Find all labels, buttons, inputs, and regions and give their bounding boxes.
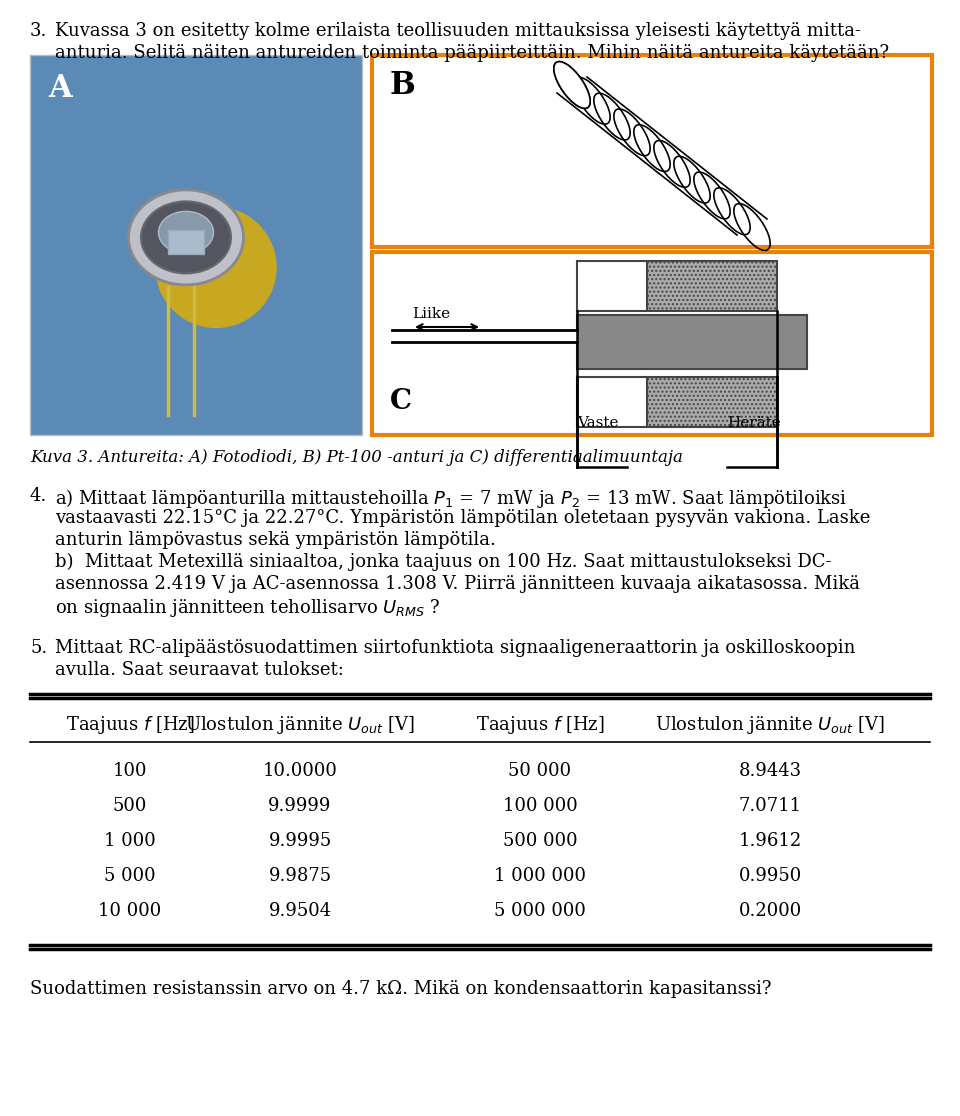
Bar (577, 315, 807, 368)
Text: A: A (48, 73, 72, 104)
Text: Kuva 3. Antureita: A) Fotodiodi, B) Pt-100 -anturi ja C) differentiaalimuuntaja: Kuva 3. Antureita: A) Fotodiodi, B) Pt-1… (30, 449, 683, 466)
Text: 10.0000: 10.0000 (263, 762, 337, 780)
Text: 1 000 000: 1 000 000 (494, 867, 586, 885)
Text: 5.: 5. (30, 639, 47, 657)
Text: 5 000 000: 5 000 000 (494, 902, 586, 920)
Text: 0.9950: 0.9950 (738, 867, 802, 885)
Text: 100 000: 100 000 (503, 797, 577, 815)
Text: Suodattimen resistanssin arvo on 4.7 kΩ. Mikä on kondensaattorin kapasitanssi?: Suodattimen resistanssin arvo on 4.7 kΩ.… (30, 980, 772, 998)
Text: Mittaat RC-alipäästösuodattimen siirtofunktiota signaaligeneraattorin ja oskillo: Mittaat RC-alipäästösuodattimen siirtofu… (55, 639, 855, 657)
Text: 5 000: 5 000 (105, 867, 156, 885)
Text: Taajuus $f$ [Hz]: Taajuus $f$ [Hz] (475, 714, 605, 735)
Text: b)  Mittaat Metexillä siniaaltoa, jonka taajuus on 100 Hz. Saat mittaustulokseks: b) Mittaat Metexillä siniaaltoa, jonka t… (55, 554, 831, 571)
Text: 500 000: 500 000 (503, 833, 577, 850)
Bar (372, 252, 932, 435)
Text: 100: 100 (112, 762, 147, 780)
Text: 0.2000: 0.2000 (738, 902, 802, 920)
Text: anturia. Selitä näiten antureiden toiminta pääpiirteittäin. Mihin näitä antureit: anturia. Selitä näiten antureiden toimin… (55, 44, 889, 62)
Text: 8.9443: 8.9443 (738, 762, 802, 780)
Text: vastaavasti 22.15°C ja 22.27°C. Ympäristön lämpötilan oletetaan pysyvän vakiona.: vastaavasti 22.15°C ja 22.27°C. Ympärist… (55, 509, 871, 527)
Text: 9.9504: 9.9504 (269, 902, 331, 920)
Bar (30, 55, 362, 435)
Text: Vaste: Vaste (577, 416, 618, 430)
Text: 500: 500 (113, 797, 147, 815)
Circle shape (156, 208, 276, 327)
Ellipse shape (141, 201, 231, 273)
Text: on signaalin jännitteen tehollisarvo $U_{RMS}$ ?: on signaalin jännitteen tehollisarvo $U_… (55, 597, 441, 619)
Text: Liike: Liike (412, 307, 450, 321)
Text: 9.9995: 9.9995 (269, 833, 331, 850)
Bar (577, 376, 647, 426)
Bar (647, 260, 777, 310)
Text: a) Mittaat lämpöanturilla mittaustehoilla $P_1$ = 7 mW ja $P_2$ = 13 mW. Saat lä: a) Mittaat lämpöanturilla mittaustehoill… (55, 487, 848, 510)
Ellipse shape (158, 211, 213, 253)
Text: Heräte: Heräte (727, 416, 780, 430)
Text: 1.9612: 1.9612 (738, 833, 802, 850)
Text: 1 000: 1 000 (104, 833, 156, 850)
Bar (168, 230, 204, 254)
Bar (372, 55, 932, 247)
Ellipse shape (129, 190, 244, 285)
Text: 7.0711: 7.0711 (738, 797, 802, 815)
Text: B: B (390, 70, 416, 102)
Ellipse shape (554, 61, 590, 108)
Text: avulla. Saat seuraavat tulokset:: avulla. Saat seuraavat tulokset: (55, 661, 344, 679)
Text: 9.9999: 9.9999 (268, 797, 332, 815)
Text: Kuvassa 3 on esitetty kolme erilaista teollisuuden mittauksissa yleisesti käytet: Kuvassa 3 on esitetty kolme erilaista te… (55, 22, 861, 40)
Text: Ulostulon jännite $U_{out}$ [V]: Ulostulon jännite $U_{out}$ [V] (655, 714, 885, 735)
Text: C: C (390, 388, 412, 415)
Bar (647, 376, 777, 426)
Bar (392, 329, 577, 341)
Bar (577, 260, 647, 310)
Text: 50 000: 50 000 (509, 762, 571, 780)
Text: Taajuus $f$ [Hz]: Taajuus $f$ [Hz] (65, 714, 195, 735)
Text: anturin lämpövastus sekä ympäristön lämpötila.: anturin lämpövastus sekä ympäristön lämp… (55, 531, 496, 549)
Text: Ulostulon jännite $U_{out}$ [V]: Ulostulon jännite $U_{out}$ [V] (185, 714, 415, 735)
Text: 10 000: 10 000 (98, 902, 161, 920)
Text: asennossa 2.419 V ja AC-asennossa 1.308 V. Piirrä jännitteen kuvaaja aikatasossa: asennossa 2.419 V ja AC-asennossa 1.308 … (55, 575, 860, 593)
Text: 4.: 4. (30, 487, 47, 506)
Text: 3.: 3. (30, 22, 47, 40)
Text: 9.9875: 9.9875 (269, 867, 331, 885)
